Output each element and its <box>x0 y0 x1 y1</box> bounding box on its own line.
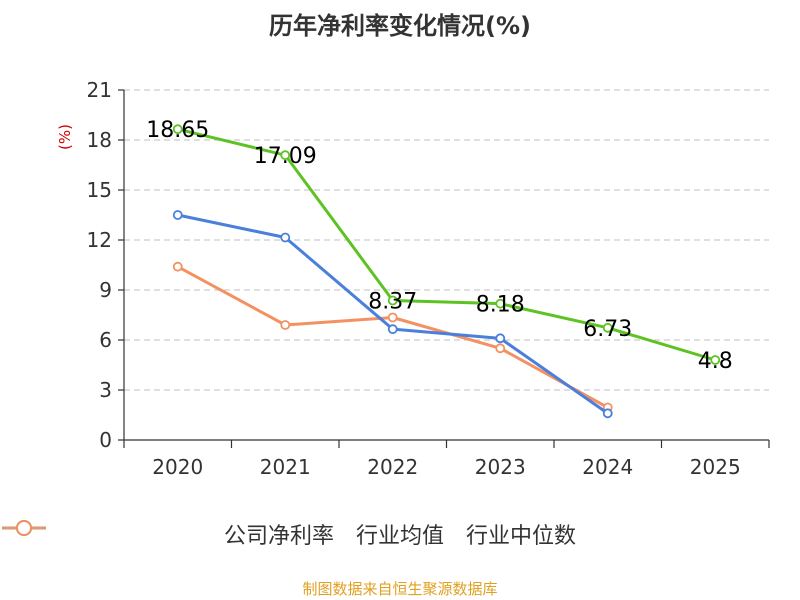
y-tick-label: 9 <box>99 278 112 302</box>
x-tick-label: 2025 <box>690 455 741 479</box>
data-point <box>495 298 506 309</box>
data-point <box>172 261 183 272</box>
legend: 公司净利率 行业均值 行业中位数 <box>0 518 800 550</box>
data-label: 8.37 <box>368 290 417 315</box>
data-point <box>172 210 183 220</box>
data-label: 8.18 <box>476 293 525 318</box>
chart-title: 历年净利率变化情况(%) <box>269 12 531 40</box>
legend-label: 行业中位数 <box>466 524 577 549</box>
data-label: 4.8 <box>698 349 733 374</box>
y-tick-label: 6 <box>99 328 112 352</box>
data-point <box>387 295 398 306</box>
data-point <box>280 150 291 161</box>
legend-label: 公司净利率 <box>223 524 334 549</box>
data-point <box>602 322 613 333</box>
x-tick-label: 2023 <box>475 455 526 479</box>
data-point <box>602 408 613 419</box>
data-point <box>172 124 183 135</box>
chart-plot: 0 3 6 9 12 15 18 21 2020 2021 2022 2023 2024 2025 18.6… <box>87 78 770 479</box>
legend-item-industry-median[interactable]: 行业中位数 <box>2 518 577 550</box>
y-tick-label: 3 <box>99 378 112 402</box>
data-label: 18.65 <box>146 118 209 143</box>
series-line <box>177 127 716 362</box>
x-tick-label: 2021 <box>260 455 311 479</box>
legend-item-company-margin[interactable]: 公司净利率 <box>2 518 334 550</box>
data-point <box>710 355 721 365</box>
data-label: 6.73 <box>583 317 632 342</box>
y-tick-label: 0 <box>99 428 112 452</box>
y-tick-label: 18 <box>87 128 112 152</box>
y-tick-label: 21 <box>87 78 112 102</box>
data-point <box>495 343 506 354</box>
legend-item-industry-mean[interactable]: 行业均值 <box>2 518 444 550</box>
data-label: 17.09 <box>254 144 317 169</box>
legend-marker-icon <box>2 520 46 536</box>
x-tick-label: 2020 <box>152 455 203 479</box>
data-point <box>280 232 291 243</box>
series-line <box>177 265 609 409</box>
source-note: 制图数据来自恒生聚源数据库 <box>302 580 498 598</box>
y-tick-label: 12 <box>87 228 112 252</box>
legend-label: 行业均值 <box>355 524 444 549</box>
x-tick-label: 2022 <box>367 455 418 479</box>
data-point <box>495 333 506 344</box>
data-point <box>280 320 291 330</box>
x-tick-label: 2024 <box>582 455 633 479</box>
y-tick-label: 15 <box>87 178 112 202</box>
data-point <box>387 324 398 335</box>
data-point <box>387 312 398 323</box>
